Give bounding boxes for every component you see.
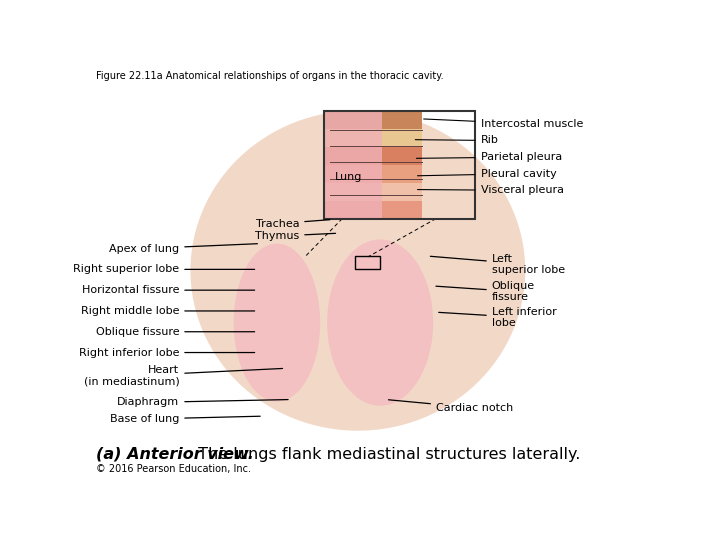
Bar [324,111,382,219]
Bar [324,146,423,165]
Text: Rib: Rib [415,136,498,145]
Text: Horizontal fissure: Horizontal fissure [82,285,255,295]
Bar [324,111,475,219]
Ellipse shape [190,111,526,431]
Text: Parietal pleura: Parietal pleura [416,152,562,162]
Bar [324,129,423,146]
Text: Apex of lung: Apex of lung [109,244,258,254]
Text: Visceral pleura: Visceral pleura [418,185,564,195]
Ellipse shape [234,244,320,402]
Text: Diaphragm: Diaphragm [117,397,288,407]
Text: Oblique fissure: Oblique fissure [96,327,255,337]
Text: Base of lung: Base of lung [110,414,260,424]
Bar [324,201,423,219]
Text: Right middle lobe: Right middle lobe [81,306,255,316]
Text: Right inferior lobe: Right inferior lobe [78,348,255,357]
Text: Left
superior lobe: Left superior lobe [431,254,565,275]
Bar [324,111,423,129]
Ellipse shape [327,239,433,406]
Text: Oblique
fissure: Oblique fissure [436,281,535,302]
Text: Cardiac notch: Cardiac notch [389,400,513,413]
Text: Heart
(in mediastinum): Heart (in mediastinum) [84,365,282,387]
Text: The lungs flank mediastinal structures laterally.: The lungs flank mediastinal structures l… [193,447,580,462]
Text: © 2016 Pearson Education, Inc.: © 2016 Pearson Education, Inc. [96,464,251,474]
Text: Trachea: Trachea [256,219,330,228]
Bar [324,183,423,201]
Text: (a) Anterior view.: (a) Anterior view. [96,447,253,462]
Text: Intercostal muscle: Intercostal muscle [423,119,583,129]
Text: Lung: Lung [334,172,361,182]
Text: Right superior lobe: Right superior lobe [73,265,255,274]
Text: Thymus: Thymus [255,231,336,241]
Bar [355,256,380,269]
Bar [324,165,423,183]
Text: Figure 22.11a Anatomical relationships of organs in the thoracic cavity.: Figure 22.11a Anatomical relationships o… [96,71,444,81]
Text: Left inferior
lobe: Left inferior lobe [438,307,557,328]
Text: Pleural cavity: Pleural cavity [418,168,557,179]
